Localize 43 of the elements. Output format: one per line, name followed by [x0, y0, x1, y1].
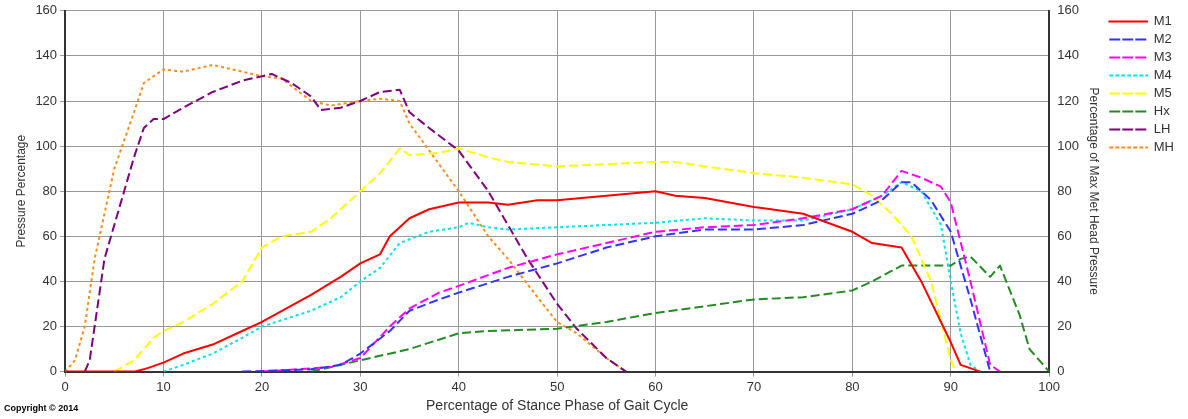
- y-tick-label: 0: [49, 363, 58, 379]
- y2-tick-label: 60: [1057, 227, 1072, 243]
- x-tick-label: 90: [943, 378, 959, 394]
- y-axis-title: Pressure Percentage: [13, 134, 28, 248]
- y-tick-label: 80: [42, 182, 58, 198]
- legend-label: LH: [1153, 121, 1171, 137]
- y2-axis-title: Percentage of Max Met Head Pressure: [1086, 87, 1101, 296]
- y2-tick-label: 120: [1057, 92, 1079, 108]
- y2-tick-label: 0: [1057, 363, 1065, 379]
- legend-label: Hx: [1153, 103, 1171, 119]
- x-tick-label: 100: [1038, 378, 1061, 394]
- x-tick-label: 20: [254, 378, 270, 394]
- x-tick-label: 60: [648, 378, 663, 394]
- y-tick-label: 160: [35, 2, 58, 18]
- line-series: [310, 255, 1050, 372]
- y-tick-label: 140: [35, 47, 58, 63]
- y-tick-label: 20: [42, 318, 58, 334]
- x-axis-title: Percentage of Stance Phase of Gait Cycle: [426, 397, 689, 414]
- y2-tick-label: 140: [1057, 47, 1079, 63]
- y-tick-label: 60: [42, 227, 58, 243]
- y-tick-label: 40: [42, 272, 58, 288]
- legend-label: M3: [1153, 49, 1172, 65]
- x-tick-label: 30: [353, 378, 368, 394]
- y2-tick-label: 80: [1057, 182, 1072, 198]
- y2-tick-label: 40: [1057, 272, 1072, 288]
- x-tick-label: 0: [61, 378, 69, 394]
- y2-tick-label: 20: [1057, 318, 1072, 334]
- x-tick-label: 10: [156, 378, 171, 394]
- x-tick-label: 80: [845, 378, 860, 394]
- legend-label: MH: [1153, 139, 1174, 155]
- line-series: [113, 147, 957, 372]
- x-tick-label: 70: [746, 378, 762, 394]
- y-tick-label: 120: [35, 92, 58, 108]
- y2-tick-label: 160: [1057, 2, 1079, 18]
- x-tick-label: 50: [549, 378, 565, 394]
- y2-tick-label: 100: [1057, 137, 1079, 153]
- legend-label: M1: [1153, 13, 1172, 29]
- x-tick-label: 40: [451, 378, 466, 394]
- legend-label: M5: [1153, 85, 1172, 101]
- text: Copyright © 2014: [4, 402, 79, 413]
- legend-label: M2: [1153, 31, 1172, 47]
- y-tick-label: 100: [35, 137, 58, 153]
- legend-label: M4: [1153, 67, 1172, 83]
